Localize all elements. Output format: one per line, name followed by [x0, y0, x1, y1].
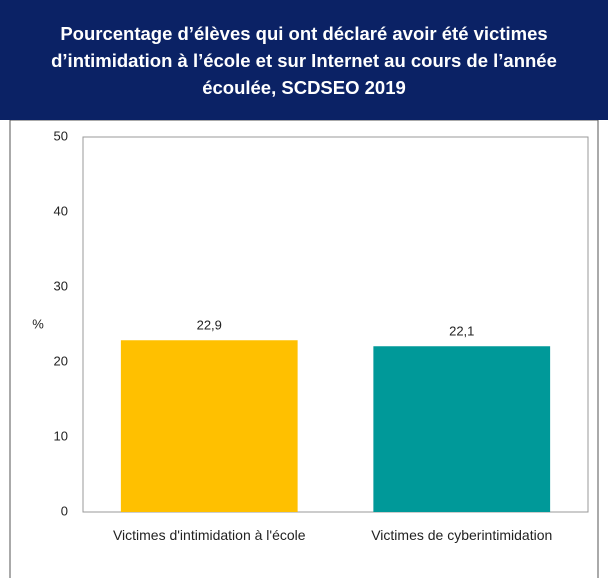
plot-border — [82, 136, 589, 513]
y-tick-label: 0 — [61, 503, 68, 518]
chart-title: Pourcentage d’élèves qui ont déclaré avo… — [51, 22, 557, 98]
value-label: 22,9 — [197, 318, 222, 333]
y-tick-label: 40 — [54, 203, 68, 218]
y-tick-label: 50 — [54, 128, 68, 143]
x-tick-label: Victimes de cyberintimidation — [371, 527, 553, 543]
y-axis-label: % — [32, 316, 44, 331]
chart-border — [9, 119, 599, 578]
x-tick-label: Victimes d'intimidation à l'école — [112, 527, 306, 543]
bar — [373, 346, 551, 512]
header: Pourcentage d’élèves qui ont déclaré avo… — [0, 0, 608, 120]
value-label: 22,1 — [449, 324, 474, 339]
y-tick-label: 30 — [54, 278, 68, 293]
y-tick-label: 20 — [54, 353, 68, 368]
y-tick-label: 10 — [54, 428, 68, 443]
bar — [120, 340, 298, 512]
